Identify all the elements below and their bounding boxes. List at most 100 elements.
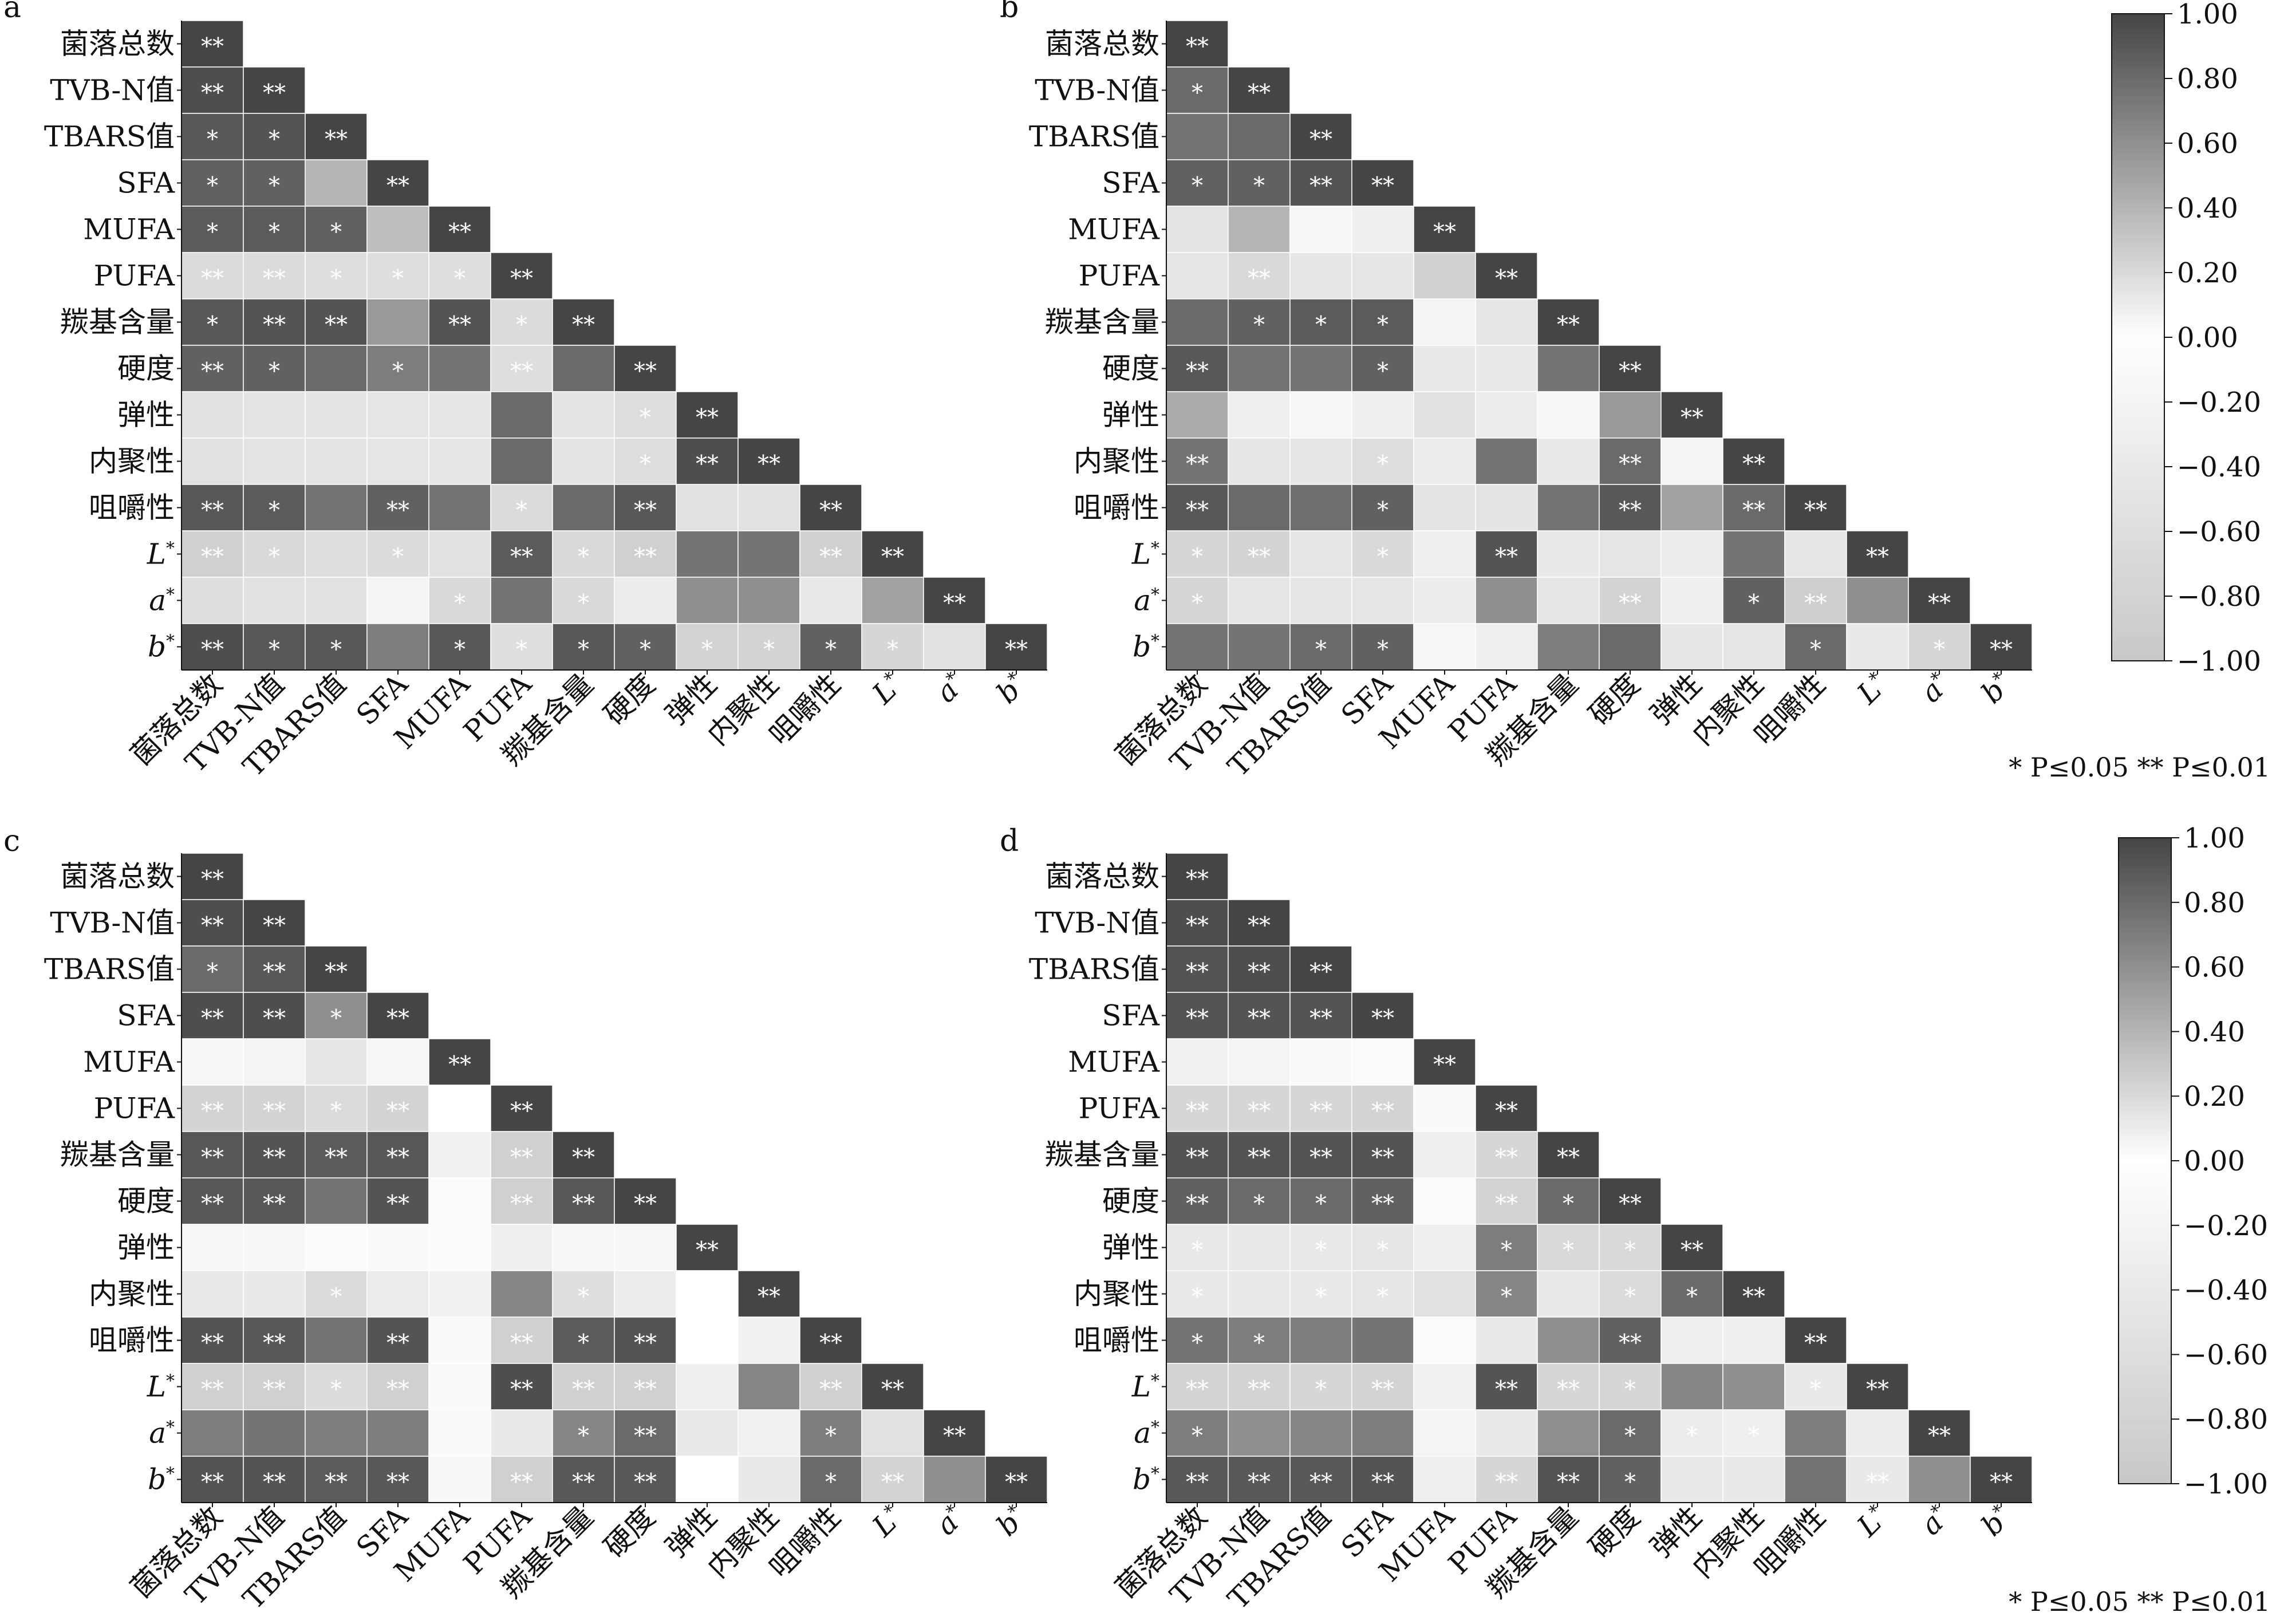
- significance-mark: **: [572, 312, 595, 338]
- heatmap-cell: [1228, 484, 1291, 531]
- significance-mark: *: [392, 266, 404, 292]
- significance-mark: *: [578, 1330, 589, 1357]
- significance-mark: *: [1315, 1237, 1327, 1264]
- significance-mark: **: [1186, 913, 1209, 939]
- heatmap-cell: [1166, 1270, 1229, 1318]
- row-label-sfa: SFA: [117, 167, 175, 200]
- significance-mark: **: [1990, 637, 2013, 663]
- significance-mark: **: [943, 590, 966, 617]
- heatmap-cell: [1413, 391, 1476, 439]
- significance-mark: **: [1742, 498, 1765, 524]
- heatmap-cell: [1537, 623, 1600, 671]
- significance-mark: **: [510, 266, 533, 292]
- colorbar-top: 1.00 0.80 0.60 0.40 0.20 0.00 −0.20 −0.40 −0.60 −…: [2111, 0, 2261, 677]
- significance-mark: *: [1192, 1330, 1203, 1357]
- heatmap-cell: [366, 1409, 429, 1457]
- significance-mark: *: [516, 637, 527, 663]
- heatmap-cell: [490, 1363, 553, 1410]
- heatmap-cell: [1413, 298, 1476, 346]
- heatmap-cell: [1413, 1131, 1476, 1178]
- significance-mark: **: [1495, 266, 1518, 292]
- colorbar-tick-label: 1.00: [2177, 0, 2238, 30]
- colorbar-tick-label: −0.20: [2184, 1210, 2268, 1242]
- significance-mark: *: [887, 637, 898, 663]
- heatmap-cell: [1351, 1270, 1414, 1318]
- significance-mark: *: [578, 590, 589, 617]
- heatmap-cell: [1537, 1456, 1600, 1503]
- heatmap-cell: [1166, 1456, 1229, 1503]
- heatmap-cell: [181, 298, 244, 346]
- heatmap-panel-b: b*** ***** * ** ****** *** * * **** * ****** * ** ***…: [1000, 0, 2033, 783]
- heatmap-cell: [614, 1224, 677, 1271]
- significance-mark: *: [269, 637, 280, 663]
- heatmap-cell: [1289, 530, 1352, 578]
- col-label-l: L*: [1851, 667, 1894, 711]
- heatmap-cell: [243, 1363, 306, 1410]
- row-label-l: L*: [147, 1370, 175, 1404]
- heatmap-cell: [366, 252, 429, 299]
- heatmap-cell: [923, 1456, 986, 1503]
- heatmap-cell: [1908, 1456, 1971, 1503]
- significance-mark: **: [1495, 1377, 1518, 1403]
- heatmap-cell: [305, 1085, 368, 1132]
- significance-mark: **: [634, 1330, 657, 1357]
- significance-mark: **: [1371, 1098, 1394, 1125]
- heatmap-cell: [552, 1456, 615, 1503]
- heatmap-cell: [1599, 623, 1662, 671]
- heatmap-cell: [1599, 391, 1662, 439]
- significance-mark: *: [1192, 590, 1203, 617]
- significance-mark: *: [1624, 1284, 1636, 1310]
- heatmap-cell: [1537, 1409, 1600, 1457]
- heatmap-cell: [1846, 1409, 1909, 1457]
- heatmap-cell: [490, 1085, 553, 1132]
- heatmap-cell: [1228, 1270, 1291, 1318]
- heatmap-cell: [428, 1270, 491, 1318]
- significance-mark: **: [1186, 1377, 1209, 1403]
- significance-mark: **: [1309, 1098, 1332, 1125]
- significance-mark: *: [207, 959, 218, 986]
- heatmap-cell: [1228, 1131, 1291, 1178]
- significance-mark: **: [263, 1098, 286, 1125]
- heatmap-cell: [305, 391, 368, 439]
- heatmap-cell: [1166, 1177, 1229, 1225]
- colorbar-gradient: [2118, 837, 2172, 1484]
- significance-mark: **: [819, 498, 842, 524]
- significance-mark: **: [448, 312, 471, 338]
- colorbar-tick-label: 0.20: [2184, 1081, 2245, 1113]
- heatmap-cell: [1166, 1224, 1229, 1271]
- colorbar-tick-label: −0.40: [2177, 451, 2261, 483]
- heatmap-cell: [1289, 1409, 1352, 1457]
- col-label-咀嚼性: 咀嚼性: [763, 667, 847, 751]
- significance-mark: *: [1377, 498, 1389, 524]
- heatmap-cell: [676, 577, 739, 624]
- row-label-羰基含量: 羰基含量: [1045, 306, 1159, 339]
- heatmap-cell: [1228, 345, 1291, 392]
- row-label-羰基含量: 羰基含量: [60, 1138, 175, 1172]
- heatmap-cell: [1660, 1456, 1723, 1503]
- heatmap-cell: [799, 577, 862, 624]
- row-label-硬度: 硬度: [1102, 1185, 1159, 1218]
- heatmap-cell: [1970, 1456, 2033, 1503]
- significance-mark: **: [1928, 1423, 1951, 1449]
- heatmap-cell: [1166, 252, 1229, 299]
- significance-mark: **: [696, 451, 719, 478]
- heatmap-cell: [490, 1131, 553, 1178]
- heatmap-cell: [985, 623, 1048, 671]
- significance-mark: **: [1866, 1377, 1889, 1403]
- heatmap-cell: [181, 1177, 244, 1225]
- significance-mark: *: [1253, 312, 1265, 338]
- heatmap-cell: [181, 484, 244, 531]
- significance-mark: **: [325, 959, 348, 986]
- heatmap-cell: [1475, 1316, 1538, 1364]
- heatmap-cell: [1660, 623, 1723, 671]
- heatmap-cell: [428, 1224, 491, 1271]
- significance-mark: **: [263, 913, 286, 939]
- row-label-b: b*: [1133, 630, 1159, 664]
- heatmap-cell: [737, 1316, 800, 1364]
- heatmap-cell: [676, 1409, 739, 1457]
- heatmap-cell: [305, 1224, 368, 1271]
- significance-mark: **: [1248, 266, 1271, 292]
- significance-mark: *: [207, 312, 218, 338]
- colorbar-tick-label: −0.80: [2177, 581, 2261, 613]
- heatmap-cell: [614, 577, 677, 624]
